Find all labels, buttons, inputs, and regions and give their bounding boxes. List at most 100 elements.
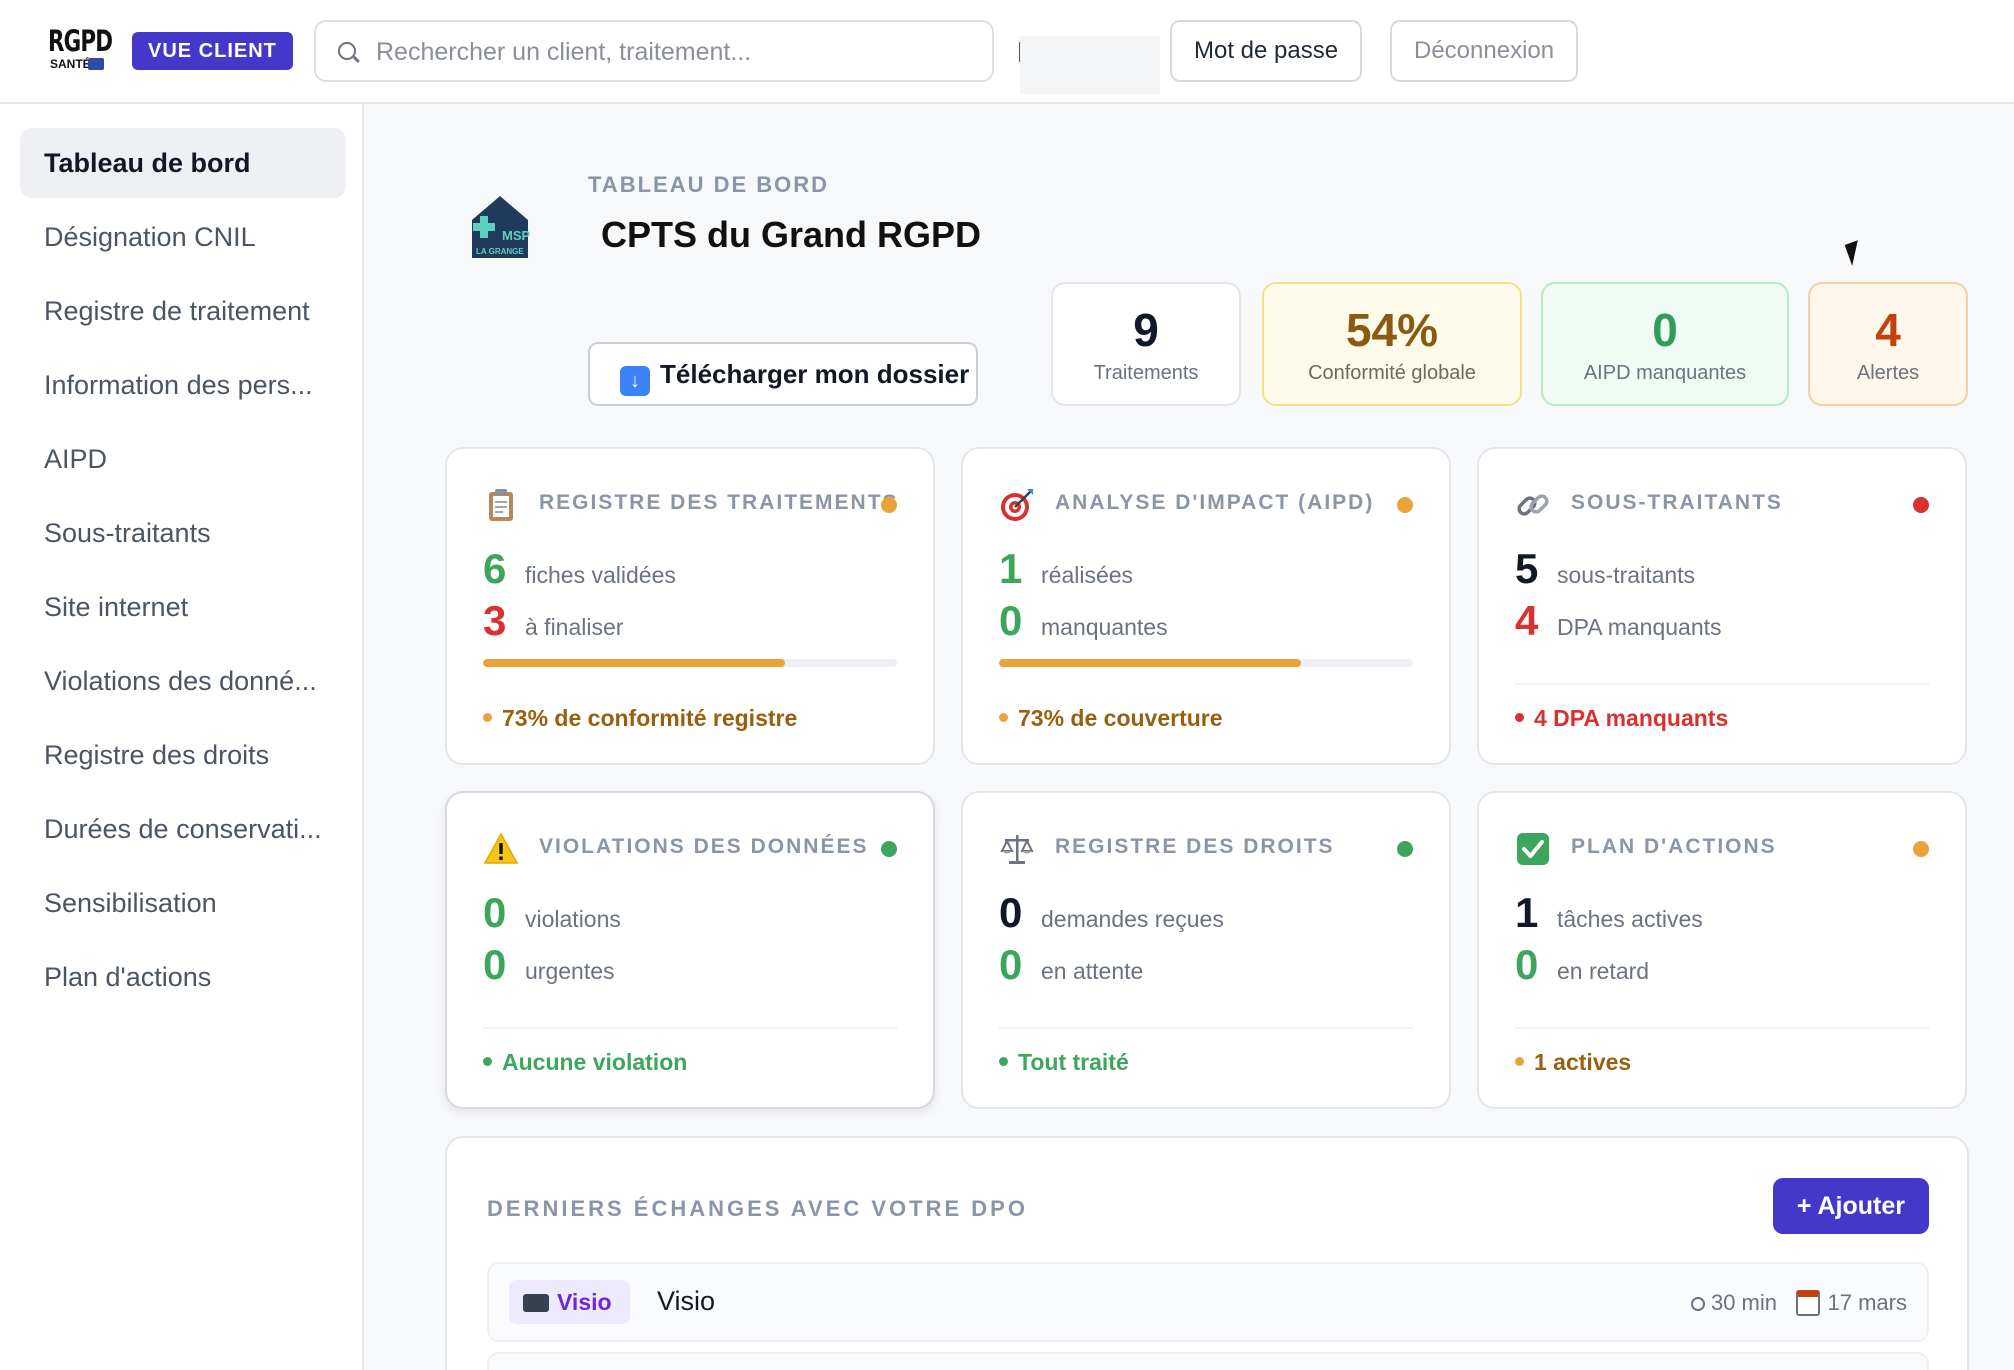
status-dot	[881, 497, 897, 513]
card-stat: 0 violations	[483, 889, 621, 939]
card-stat: 1 tâches actives	[1515, 889, 1703, 939]
kpi-alertes: 4 Alertes	[1808, 282, 1968, 406]
page-eyebrow: TABLEAU DE BORD	[588, 172, 830, 197]
kpi-label: Traitements	[1093, 362, 1199, 384]
kpi-label: Conformité globale	[1308, 362, 1476, 384]
card-aipd[interactable]: ANALYSE D'IMPACT (AIPD) 1 réalisées 0 manq…	[961, 447, 1451, 765]
card-stat: 6 fiches validées	[483, 545, 676, 595]
card-sous-traitants[interactable]: SOUS-TRAITANTS 5 sous-traitants 4 DPA manq…	[1477, 447, 1967, 765]
sidebar-item-cnil[interactable]: Désignation CNIL	[44, 222, 256, 252]
card-stat: 0 en retard	[1515, 941, 1649, 991]
stat-value: 0	[999, 889, 1023, 936]
status-bullet	[999, 713, 1008, 722]
stat-value: 3	[483, 597, 507, 644]
sidebar-item-plan-actions[interactable]: Plan d'actions	[44, 962, 212, 992]
stat-label: DPA manquants	[1557, 614, 1722, 640]
card-stat: 5 sous-traitants	[1515, 545, 1695, 595]
card-title: ANALYSE D'IMPACT (AIPD)	[1055, 491, 1375, 514]
clock-icon	[1690, 1297, 1705, 1311]
card-registre-traitements[interactable]: REGISTRE DES TRAITEMENTS 6 fiches validée…	[445, 447, 935, 765]
logo-subtitle: SANTÉ	[50, 57, 91, 71]
card-status: 4 DPA manquants	[1515, 705, 1728, 732]
sidebar-item-site-internet[interactable]: Site internet	[44, 592, 189, 622]
card-status-text: 73% de conformité registre	[502, 705, 798, 731]
list-item[interactable]: Visio Visio 30 min 17 mars	[487, 1262, 1929, 1342]
date-value: 17 mars	[1827, 1290, 1907, 1315]
exchange-date: 17 mars	[1795, 1290, 1907, 1316]
sidebar-item-aipd[interactable]: AIPD	[44, 444, 108, 474]
kpi-conformite: 54% Conformité globale	[1262, 282, 1522, 406]
card-status: 73% de couverture	[999, 705, 1223, 732]
warning-icon	[483, 831, 519, 867]
dpo-exchanges-section: DERNIERS ÉCHANGES AVEC VOTRE DPO + Ajout…	[445, 1136, 1969, 1370]
mouse-pointer-icon	[1844, 240, 1866, 266]
stat-label: demandes reçues	[1041, 906, 1224, 932]
card-status: Aucune violation	[483, 1049, 687, 1076]
progress-bar	[483, 659, 897, 667]
card-plan-actions[interactable]: PLAN D'ACTIONS 1 tâches actives 0 en retar…	[1477, 791, 1967, 1109]
sidebar-item-dashboard[interactable]: Tableau de bord	[20, 128, 346, 198]
stat-label: manquantes	[1041, 614, 1168, 640]
status-dot	[1913, 497, 1929, 513]
exchange-duration: 30 min	[1690, 1290, 1777, 1316]
duration-value: 30 min	[1710, 1290, 1777, 1315]
stat-label: en retard	[1557, 958, 1650, 984]
card-status-text: Aucune violation	[502, 1049, 688, 1075]
status-dot	[1397, 841, 1413, 857]
progress-fill	[483, 659, 786, 667]
kpi-value: 9	[1133, 304, 1159, 356]
exchange-type-label: Visio	[557, 1289, 612, 1315]
card-status: Tout traité	[999, 1049, 1129, 1076]
stat-label: tâches actives	[1557, 906, 1703, 932]
download-dossier-button[interactable]: ↓ Télécharger mon dossier	[588, 342, 978, 406]
card-stat: 0 urgentes	[483, 941, 615, 991]
sidebar-item-registre-droits[interactable]: Registre des droits	[44, 740, 270, 770]
stat-label: urgentes	[525, 958, 615, 984]
link-icon	[1515, 487, 1551, 523]
rgpd-sante-logo[interactable]: RGPD SANTÉ	[48, 26, 113, 74]
kpi-aipd-manquantes: 0 AIPD manquantes	[1541, 282, 1789, 406]
card-title: VIOLATIONS DES DONNÉES	[539, 835, 869, 858]
stat-label: violations	[525, 906, 621, 932]
kpi-label: AIPD manquantes	[1583, 362, 1747, 384]
sidebar-item-durees[interactable]: Durées de conservati...	[44, 814, 322, 844]
kpi-value: 4	[1875, 304, 1901, 356]
stat-value: 5	[1515, 545, 1539, 592]
password-button[interactable]: Mot de passe	[1170, 20, 1363, 82]
video-camera-icon	[523, 1294, 549, 1312]
section-title: DERNIERS ÉCHANGES AVEC VOTRE DPO	[487, 1196, 1028, 1221]
stat-value: 0	[483, 889, 507, 936]
status-bullet	[1515, 1057, 1524, 1066]
kpi-value: 54%	[1345, 304, 1439, 356]
card-stat: 0 demandes reçues	[999, 889, 1224, 939]
sidebar-item-registre-traitement[interactable]: Registre de traitement	[44, 296, 310, 326]
stat-value: 1	[999, 545, 1023, 592]
card-violations[interactable]: VIOLATIONS DES DONNÉES 0 violations 0 urge…	[445, 791, 935, 1109]
card-status: 1 actives	[1515, 1049, 1631, 1076]
progress-fill	[999, 659, 1302, 667]
search-input[interactable]	[376, 34, 976, 70]
sidebar-item-sous-traitants[interactable]: Sous-traitants	[44, 518, 211, 548]
target-icon	[999, 487, 1035, 523]
sidebar-item-information[interactable]: Information des pers...	[44, 370, 313, 400]
stat-label: à finaliser	[525, 614, 624, 640]
search-box[interactable]	[314, 20, 994, 82]
card-registre-droits[interactable]: REGISTRE DES DROITS 0 demandes reçues 0 en…	[961, 791, 1451, 1109]
stat-value: 0	[999, 597, 1023, 644]
sidebar-item-violations[interactable]: Violations des donné...	[44, 666, 317, 696]
list-item[interactable]	[487, 1352, 1929, 1370]
stat-value: 1	[1515, 889, 1539, 936]
exchange-type-badge: Visio	[509, 1280, 630, 1324]
card-stat: 1 réalisées	[999, 545, 1133, 595]
divider	[1515, 683, 1929, 685]
sidebar-item-sensibilisation[interactable]: Sensibilisation	[44, 888, 217, 918]
card-status: 73% de conformité registre	[483, 705, 797, 732]
add-exchange-button[interactable]: + Ajouter	[1772, 1178, 1929, 1234]
calendar-icon	[1795, 1290, 1820, 1316]
stat-label: fiches validées	[525, 562, 676, 588]
card-stat: 0 en attente	[999, 941, 1143, 991]
org-logo: MSP LA GRANGE	[470, 194, 531, 260]
status-bullet	[999, 1057, 1008, 1066]
divider	[999, 1027, 1413, 1029]
logout-button[interactable]: Déconnexion	[1390, 20, 1579, 82]
